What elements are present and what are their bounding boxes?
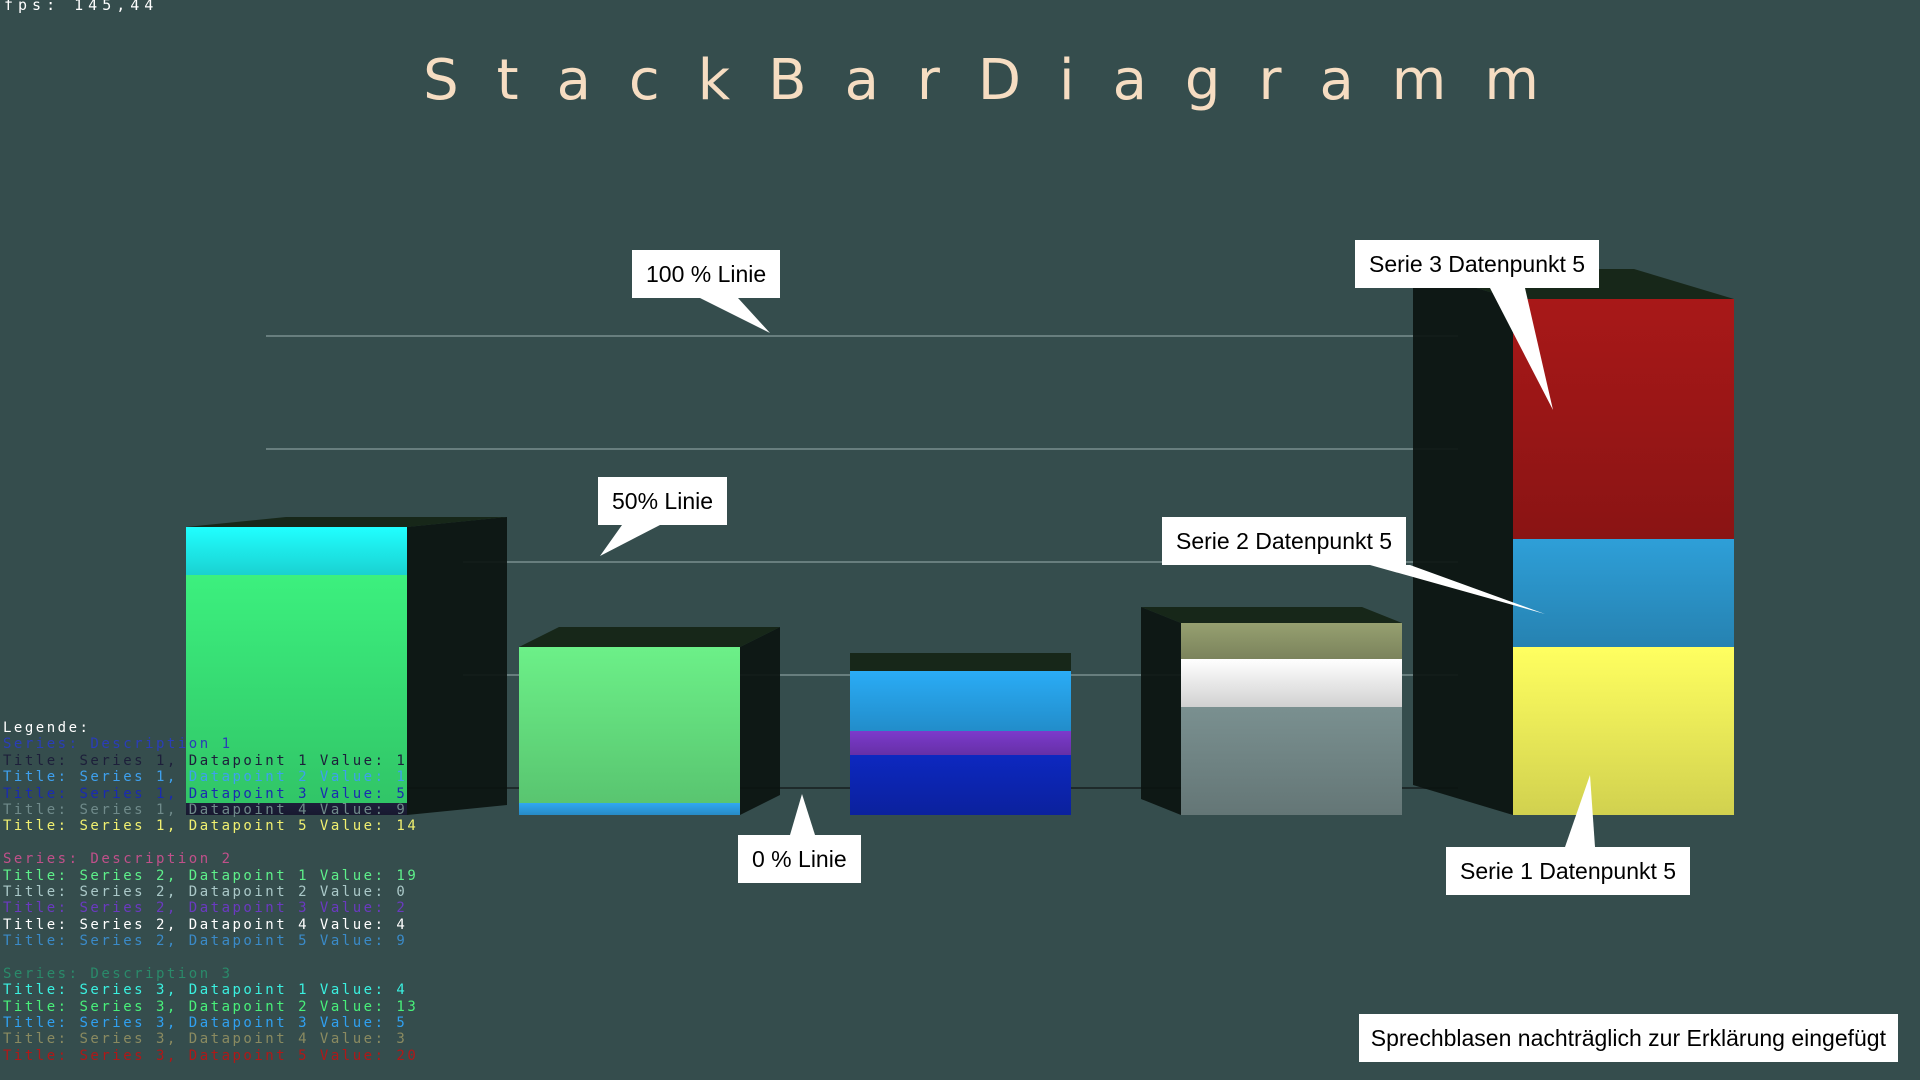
bar-segment-series-3-datapoint-2	[519, 647, 740, 803]
bar-segment-series-3-datapoint-4	[1181, 623, 1402, 659]
legend-group-1-header: Series: Description 1	[3, 736, 233, 753]
callout-series1-datapoint5: Serie 1 Datenpunkt 5	[1446, 847, 1691, 895]
legend-item: Title: Series 3, Datapoint 5 Value: 20	[3, 1047, 419, 1064]
legend-item: Title: Series 3, Datapoint 1 Value: 4	[3, 982, 408, 999]
callout-100-percent-line: 100 % Linie	[632, 250, 781, 298]
legend-group-3-header: Series: Description 3	[3, 965, 233, 982]
bar-segment-series-1-datapoint-3	[850, 755, 1071, 815]
legend-group-2-header: Series: Description 2	[3, 851, 233, 868]
bar-side-face	[740, 627, 780, 815]
bar-side-face	[1413, 269, 1513, 815]
legend-item: Title: Series 3, Datapoint 3 Value: 5	[3, 1015, 408, 1032]
legend-item: Title: Series 3, Datapoint 4 Value: 3	[3, 1031, 408, 1048]
legend: Legende: Series: Description 1 Title: Se…	[3, 720, 418, 1064]
legend-item: Title: Series 1, Datapoint 3 Value: 5	[3, 785, 408, 802]
pointer-0-percent-line	[790, 794, 815, 835]
legend-item: Title: Series 2, Datapoint 5 Value: 9	[3, 933, 408, 950]
bar-segment-series-1-datapoint-4	[1181, 707, 1402, 815]
chart-title: StackBarDiagramm	[423, 48, 1577, 113]
bar-segment-series-2-datapoint-3	[850, 731, 1071, 755]
bar-segment-series-1-datapoint-2	[519, 803, 740, 815]
pointer-series2-datapoint5	[1370, 565, 1545, 614]
bar-segment-series-3-datapoint-1	[186, 527, 407, 575]
bar-segment-series-3-datapoint-5	[1513, 299, 1734, 539]
bar-segment-series-3-datapoint-3	[850, 671, 1071, 731]
bar-side-face	[407, 517, 507, 815]
pointer-50-percent-line	[600, 525, 660, 556]
callout-50-percent-line: 50% Linie	[598, 477, 728, 525]
legend-item: Title: Series 1, Datapoint 2 Value: 1	[3, 769, 408, 786]
pointer-series3-datapoint5	[1490, 288, 1553, 410]
legend-item: Title: Series 1, Datapoint 4 Value: 9	[3, 801, 408, 818]
bar-segment-series-2-datapoint-5	[1513, 539, 1734, 647]
callout-pointers	[600, 288, 1595, 847]
legend-item: Title: Series 1, Datapoint 1 Value: 1	[3, 752, 408, 769]
bar-segment-series-1-datapoint-5	[1513, 647, 1734, 815]
bar-top-face	[1141, 607, 1402, 623]
bar-top-face	[519, 627, 780, 647]
callout-series3-datapoint5: Serie 3 Datenpunkt 5	[1355, 240, 1600, 288]
bar-top-face	[850, 653, 1071, 671]
bar-segment-series-2-datapoint-1	[186, 575, 407, 803]
legend-item: Title: Series 2, Datapoint 3 Value: 2	[3, 900, 408, 917]
explanation-note: Sprechblasen nachträglich zur Erklärung …	[1358, 1014, 1898, 1062]
legend-heading: Legende:	[3, 720, 91, 736]
legend-item: Title: Series 2, Datapoint 1 Value: 19	[3, 867, 419, 884]
fps-counter: fps: 145,44	[4, 0, 159, 14]
bar-side-face	[1141, 607, 1181, 815]
callout-series2-datapoint5: Serie 2 Datenpunkt 5	[1162, 517, 1407, 565]
legend-item: Title: Series 2, Datapoint 2 Value: 0	[3, 883, 408, 900]
pointer-series1-datapoint5	[1565, 775, 1595, 847]
bars	[186, 269, 1734, 815]
pointer-100-percent-line	[700, 298, 770, 333]
legend-item: Title: Series 2, Datapoint 4 Value: 4	[3, 916, 408, 933]
legend-item: Title: Series 3, Datapoint 2 Value: 13	[3, 998, 419, 1015]
callout-0-percent-line: 0 % Linie	[738, 835, 861, 883]
bar-top-face	[186, 517, 507, 527]
legend-item: Title: Series 1, Datapoint 5 Value: 14	[3, 818, 419, 835]
bar-segment-series-1-datapoint-1	[186, 803, 407, 815]
bar-segment-series-2-datapoint-4	[1181, 659, 1402, 707]
